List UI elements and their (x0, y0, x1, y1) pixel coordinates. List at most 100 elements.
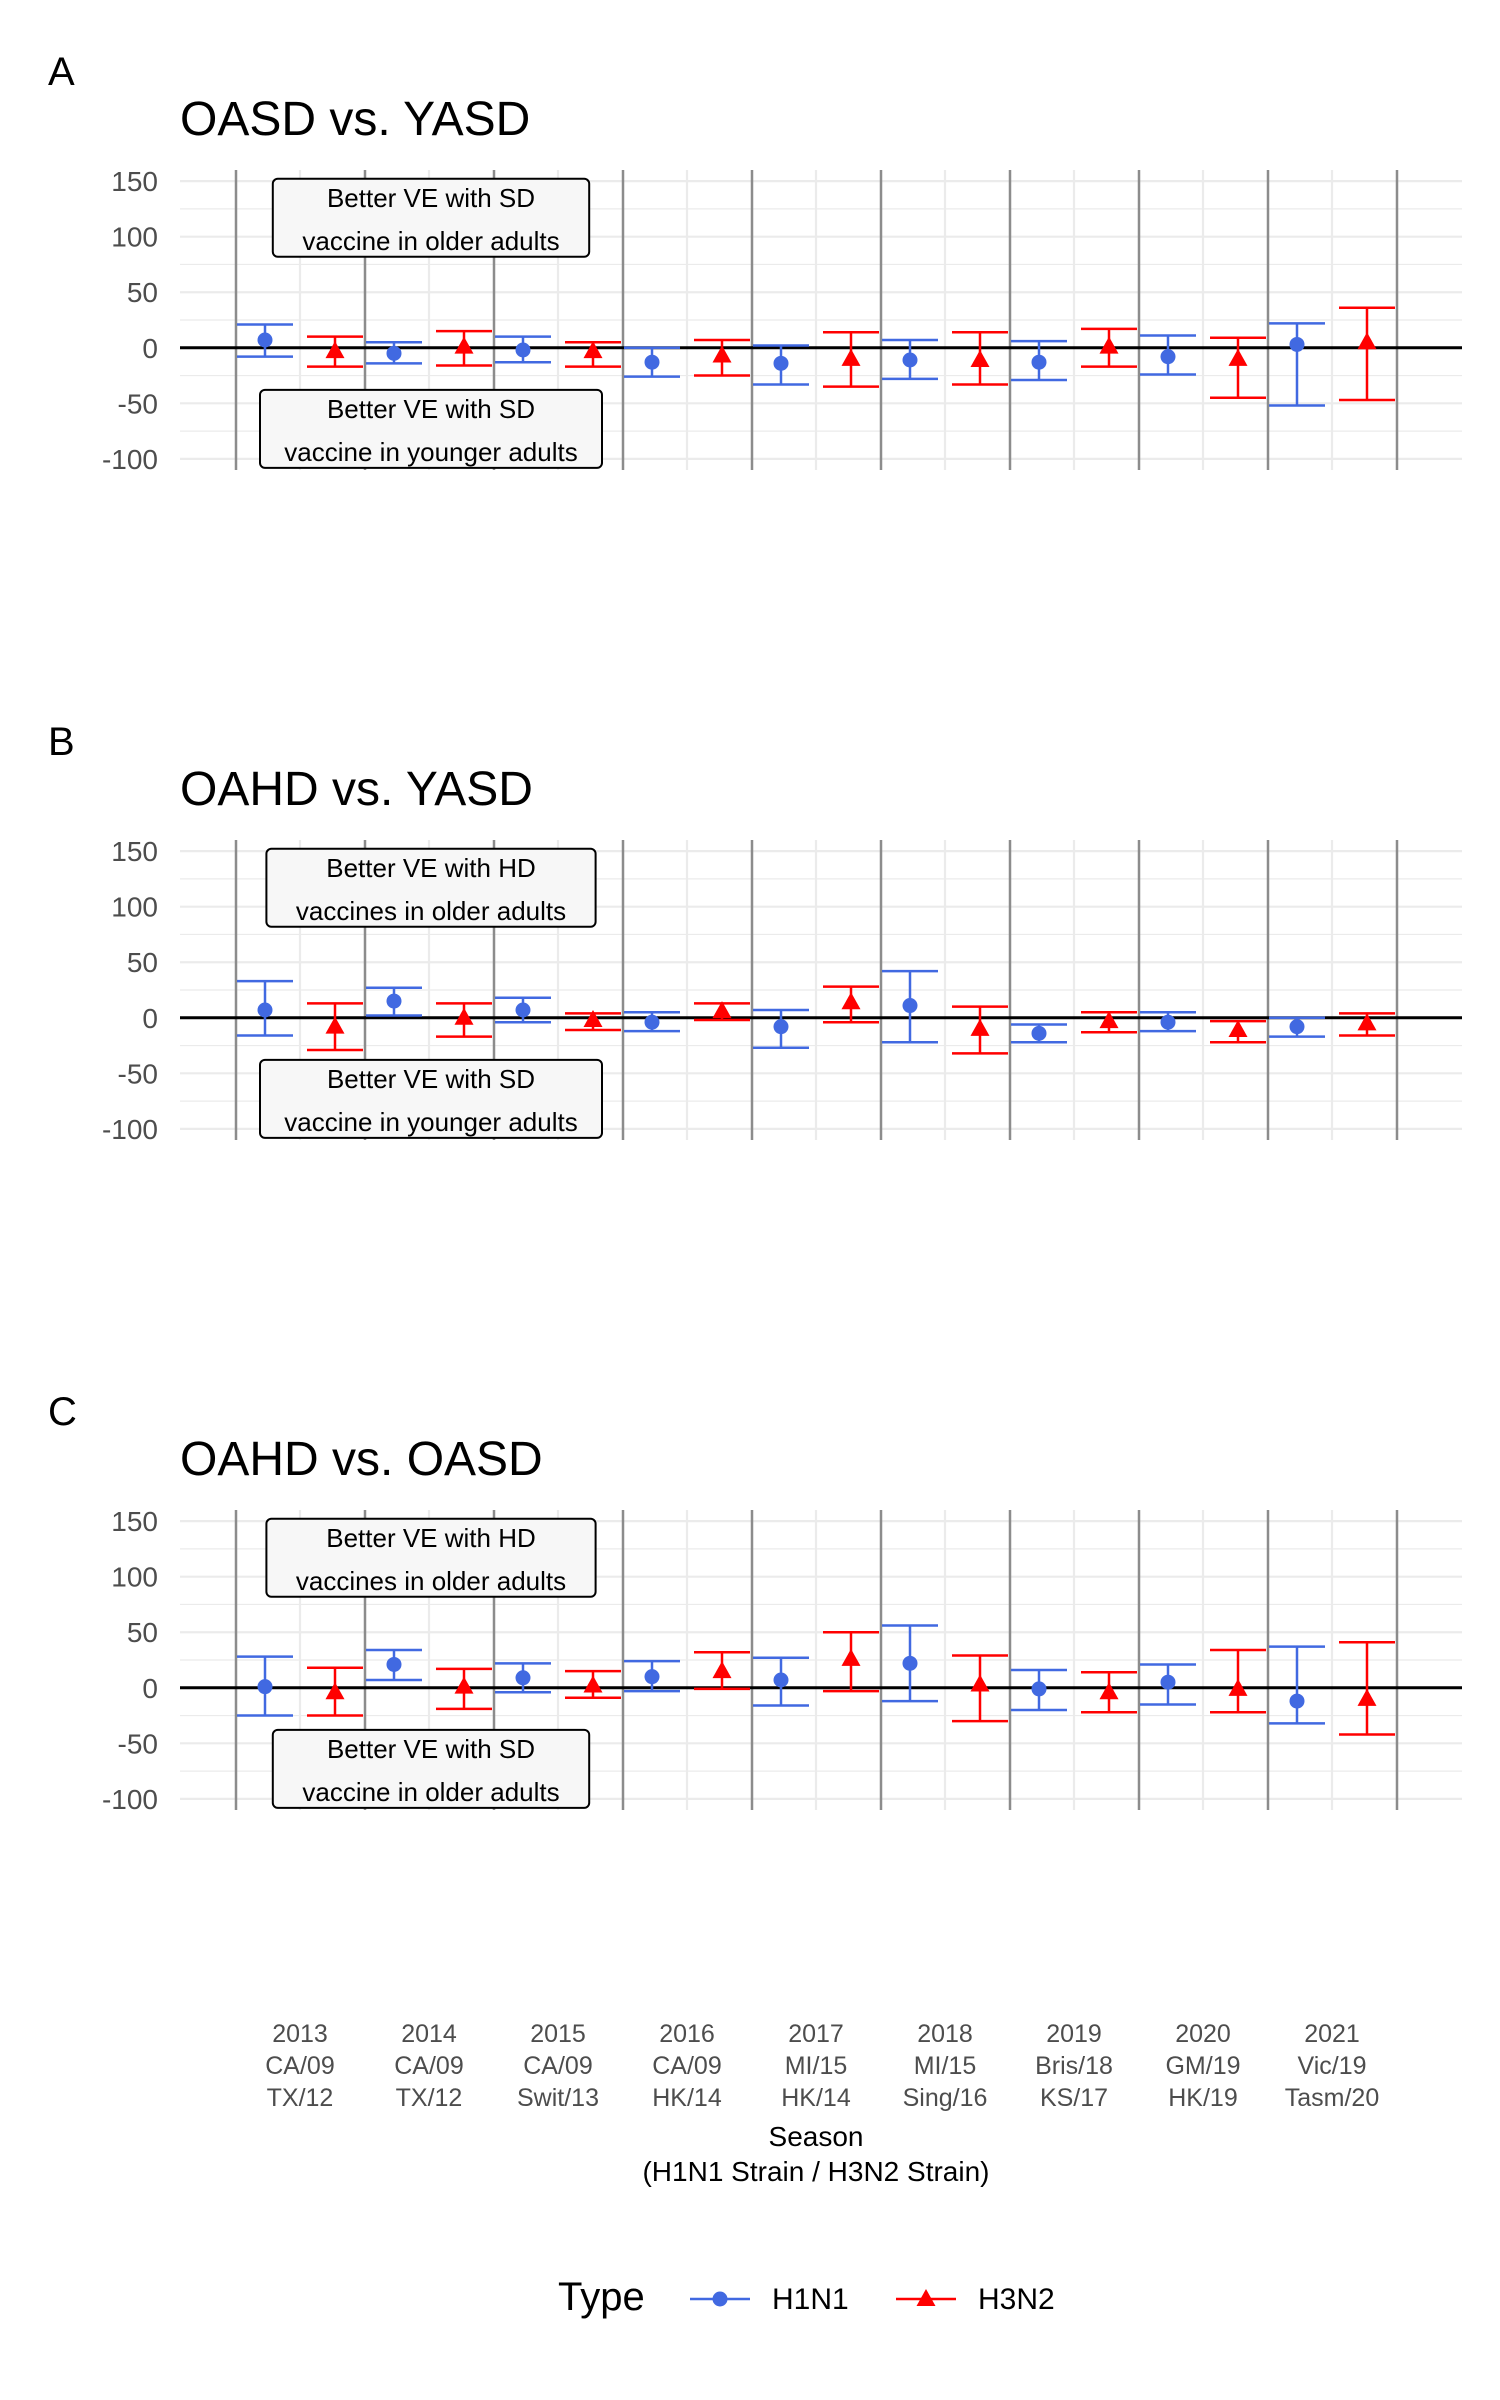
error-bar-h1n1 (882, 338, 938, 381)
error-bar-h1n1 (366, 340, 422, 365)
annotation-box: Better VE with SD vaccine in older adults (271, 177, 591, 258)
point-marker (515, 1670, 531, 1686)
error-bar-h1n1 (624, 1659, 680, 1693)
point-marker (325, 1016, 345, 1034)
panel-label: B (48, 720, 75, 764)
point-marker (773, 355, 789, 371)
error-bar-h3n2 (694, 1001, 750, 1022)
point-marker (644, 354, 660, 370)
legend-marker (712, 2291, 728, 2307)
point-marker (515, 1002, 531, 1018)
x-tick-label: TX/12 (396, 2084, 463, 2112)
error-bar-h1n1 (495, 335, 551, 364)
y-tick-label: 150 (111, 836, 158, 867)
plot-area: 150 100 50 0 -50 -100 Better VE with SD vaccine… (102, 166, 1462, 475)
error-bar-h1n1 (366, 1648, 422, 1682)
error-bar-h3n2 (952, 330, 1008, 386)
x-tick-label: 2019 (1046, 2020, 1102, 2048)
error-bar-h1n1 (1011, 1668, 1067, 1712)
annotation-text: vaccine in older adults (302, 1777, 559, 1807)
error-bar-h1n1 (237, 1655, 293, 1717)
error-bar-h3n2 (565, 340, 621, 368)
legend-item: H3N2 (896, 2283, 1055, 2316)
error-bar-h3n2 (952, 1654, 1008, 1723)
error-bar-h1n1 (1140, 334, 1196, 376)
error-bar-h1n1 (495, 996, 551, 1024)
x-axis: 2013 CA/09 TX/12 2014 CA/09 TX/12 2015 CA/09 Swi… (265, 2020, 1379, 2112)
point-marker (644, 1014, 660, 1030)
annotation-box: Better VE with SD vaccine in younger adul… (259, 388, 603, 469)
x-tick-label: HK/19 (1168, 2084, 1237, 2112)
annotation-text: Better VE with HD (326, 853, 536, 883)
point-marker (1289, 1019, 1305, 1035)
error-bar-h3n2 (307, 1002, 363, 1052)
y-tick-label: 150 (111, 166, 158, 197)
x-axis-subtitle: (H1N1 Strain / H3N2 Strain) (642, 2156, 989, 2187)
annotation-frame (271, 1728, 591, 1809)
point-marker (583, 341, 603, 359)
point-marker (902, 998, 918, 1014)
error-bar-h3n2 (823, 330, 879, 388)
error-bar-h3n2 (1339, 306, 1395, 402)
error-bar-h1n1 (1140, 1663, 1196, 1706)
y-tick-label: -50 (118, 1728, 158, 1759)
x-tick-label: Bris/18 (1035, 2052, 1113, 2080)
annotation-frame (271, 177, 591, 258)
x-tick-label: 2013 (272, 2020, 328, 2048)
annotation-text: Better VE with SD (327, 183, 535, 213)
point-marker (1099, 1011, 1119, 1029)
y-tick-label: -100 (102, 444, 158, 475)
point-marker (257, 1002, 273, 1018)
point-marker (1357, 1688, 1377, 1706)
x-tick-label: TX/12 (267, 2084, 334, 2112)
point-marker (1160, 349, 1176, 365)
error-bar-h3n2 (1339, 1640, 1395, 1736)
point-marker (773, 1019, 789, 1035)
point-marker (902, 352, 918, 368)
error-bar-h3n2 (565, 1010, 621, 1032)
annotation-box: Better VE with HD vaccines in older adult… (265, 847, 597, 928)
error-bar-h1n1 (753, 1656, 809, 1707)
y-tick-label: -100 (102, 1784, 158, 1815)
error-bar-h3n2 (823, 985, 879, 1024)
error-bar-h1n1 (495, 1662, 551, 1694)
error-bar-h1n1 (882, 1624, 938, 1703)
point-marker (970, 1674, 990, 1692)
error-bar-h1n1 (624, 346, 680, 378)
error-bar-h1n1 (753, 1008, 809, 1050)
x-tick-label: MI/15 (914, 2052, 977, 2080)
x-tick-label: GM/19 (1165, 2052, 1240, 2080)
error-bar-h3n2 (307, 335, 363, 368)
error-bar-h1n1 (624, 1010, 680, 1033)
point-marker (773, 1672, 789, 1688)
error-bar-h1n1 (237, 979, 293, 1037)
x-tick-label: MI/15 (785, 2052, 848, 2080)
point-marker (712, 1001, 732, 1019)
annotation-frame (259, 1058, 603, 1139)
error-bar-h3n2 (1081, 327, 1137, 368)
annotation-text: vaccine in younger adults (284, 1107, 577, 1137)
y-tick-label: 100 (111, 1562, 158, 1593)
point-marker (841, 1648, 861, 1666)
point-marker (970, 1018, 990, 1036)
point-marker (1099, 336, 1119, 354)
point-marker (583, 1010, 603, 1027)
annotation-text: vaccines in older adults (296, 896, 566, 926)
error-bar-h1n1 (1011, 1023, 1067, 1044)
annotation-text: vaccines in older adults (296, 1566, 566, 1596)
error-bar-h3n2 (436, 1002, 492, 1038)
error-bar-h1n1 (366, 986, 422, 1017)
annotation-text: Better VE with SD (327, 394, 535, 424)
error-bar-h3n2 (307, 1666, 363, 1717)
point-marker (841, 992, 861, 1010)
x-tick-label: HK/14 (652, 2084, 722, 2112)
error-bar-h3n2 (436, 329, 492, 367)
y-tick-label: 50 (127, 277, 158, 308)
point-marker (1228, 348, 1248, 366)
y-tick-label: 50 (127, 947, 158, 978)
error-bar-h1n1 (1269, 1016, 1325, 1038)
point-marker (454, 1007, 474, 1025)
annotation-text: vaccine in younger adults (284, 437, 577, 467)
plot-area: 150 100 50 0 -50 -100 Better VE with HD vaccine… (102, 1506, 1462, 1815)
point-marker (712, 345, 732, 363)
